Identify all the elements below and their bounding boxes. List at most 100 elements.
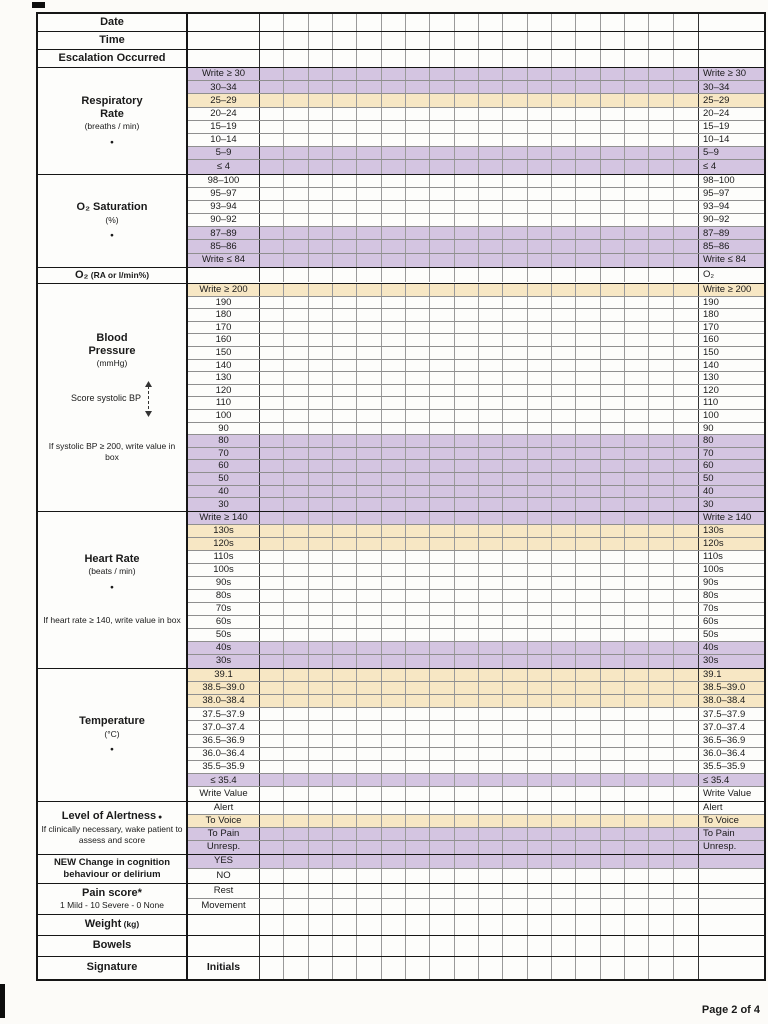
entry-cell: [382, 589, 406, 602]
entry-cell: [625, 589, 650, 602]
entry-cell: [576, 267, 601, 282]
entry-cell: [406, 774, 431, 787]
entry-cell: [625, 435, 650, 447]
section-cognition: NEW Change in cognition behaviour or deli…: [38, 854, 764, 884]
pain-score-unit-label: 1 Mild - 10 Severe - 0 None: [60, 899, 164, 910]
entry-cell: [430, 524, 455, 537]
weight-row: [188, 914, 764, 935]
entry-cell: [625, 227, 650, 240]
entry-cell: [382, 641, 406, 654]
entry-cell: [528, 537, 552, 550]
entry-cell: [455, 511, 479, 524]
entry-cell: [284, 296, 309, 309]
entry-cell: [284, 384, 309, 397]
entry-cell: [625, 253, 650, 267]
entry-cell: [260, 14, 285, 31]
pain-score-row: Rest: [188, 883, 764, 899]
entry-cell: [430, 801, 455, 814]
entry-cell: [333, 435, 358, 447]
entry-cell: [309, 734, 333, 747]
entry-cell: [479, 227, 504, 240]
entry-cell: [552, 761, 577, 774]
entry-cell: [284, 284, 309, 296]
entry-cell: [284, 240, 309, 253]
entry-cell: [528, 68, 552, 81]
range-label-right: 100s: [698, 563, 764, 576]
entry-cell: [284, 133, 309, 147]
entry-cell: [479, 695, 504, 708]
entry-cell: [552, 133, 577, 147]
entry-cell: [455, 695, 479, 708]
section-escalation: Escalation Occurred: [38, 50, 764, 68]
entry-cell: [674, 761, 698, 773]
entry-cell: [625, 472, 650, 485]
entry-cell: [406, 761, 431, 774]
entry-cell: [455, 68, 479, 81]
entry-cell: [382, 14, 406, 31]
entry-cell: [430, 267, 455, 282]
entry-cell: [406, 589, 431, 602]
entry-cell: [260, 309, 285, 321]
entry-cell: [625, 296, 650, 309]
entry-cell: [479, 734, 504, 747]
entry-cell: [455, 498, 479, 511]
entry-cell: [455, 774, 479, 787]
entry-cell: [625, 602, 650, 615]
entry-cell: [333, 589, 358, 602]
entry-cell: [576, 120, 601, 133]
entry-cell: [649, 397, 674, 409]
entry-cell: [406, 147, 431, 160]
temperature-row: ≤ 35.4 ≤ 35.4: [188, 774, 764, 788]
entry-cell: [528, 868, 552, 883]
entry-cell: [576, 472, 601, 485]
signature-row: Initials: [188, 956, 764, 979]
entry-cell: [479, 296, 504, 309]
entry-cell: [601, 214, 625, 227]
range-label: 70: [188, 447, 260, 460]
entry-cell: [552, 147, 577, 160]
entry-cell: [430, 511, 455, 524]
entry-cell: [455, 14, 479, 31]
entry-cell: [333, 240, 358, 253]
entry-cell: [625, 447, 650, 460]
entry-cell: [260, 160, 285, 174]
entry-cell: [552, 868, 577, 883]
entry-cell: [455, 284, 479, 296]
range-label-right: 35.5–35.9: [698, 761, 764, 774]
entry-cell: [503, 602, 528, 615]
entry-cell: [309, 801, 333, 814]
entry-cell: [284, 868, 309, 883]
entry-cell: [552, 550, 577, 563]
entry-cell: [601, 81, 625, 94]
heart-rate-row: 50s 50s: [188, 628, 764, 642]
entry-cell: [455, 550, 479, 563]
section-o2-saturation: O₂ Saturation (%) ● 98–100 98–100 95–97 95–97 9…: [38, 174, 764, 268]
entry-cell: [309, 787, 333, 801]
entry-cell: [576, 840, 601, 854]
entry-cell: [455, 681, 479, 695]
entry-cell: [333, 641, 358, 654]
entry-cell: [479, 641, 504, 654]
entry-cell: [309, 774, 333, 787]
entry-cell: [674, 347, 698, 359]
entry-cell: [649, 868, 674, 883]
entry-cell: [357, 296, 382, 309]
entry-cell: [333, 498, 358, 511]
entry-cell: [309, 868, 333, 883]
entry-cell: [333, 50, 358, 67]
entry-cell: [674, 498, 698, 511]
entry-cell: [430, 296, 455, 309]
entry-cell: [406, 695, 431, 708]
entry-cell: [357, 734, 382, 747]
entry-cell: [309, 641, 333, 654]
entry-cell: [601, 147, 625, 160]
entry-cell: [309, 914, 333, 935]
entry-cell: [357, 695, 382, 708]
entry-cell: [576, 253, 601, 267]
entry-cell: [284, 576, 309, 589]
entry-cell: [357, 708, 382, 721]
range-label-right: Write ≥ 200: [698, 284, 764, 296]
entry-cell: [260, 460, 285, 472]
entry-cell: [406, 346, 431, 359]
entry-cell: [528, 814, 552, 827]
